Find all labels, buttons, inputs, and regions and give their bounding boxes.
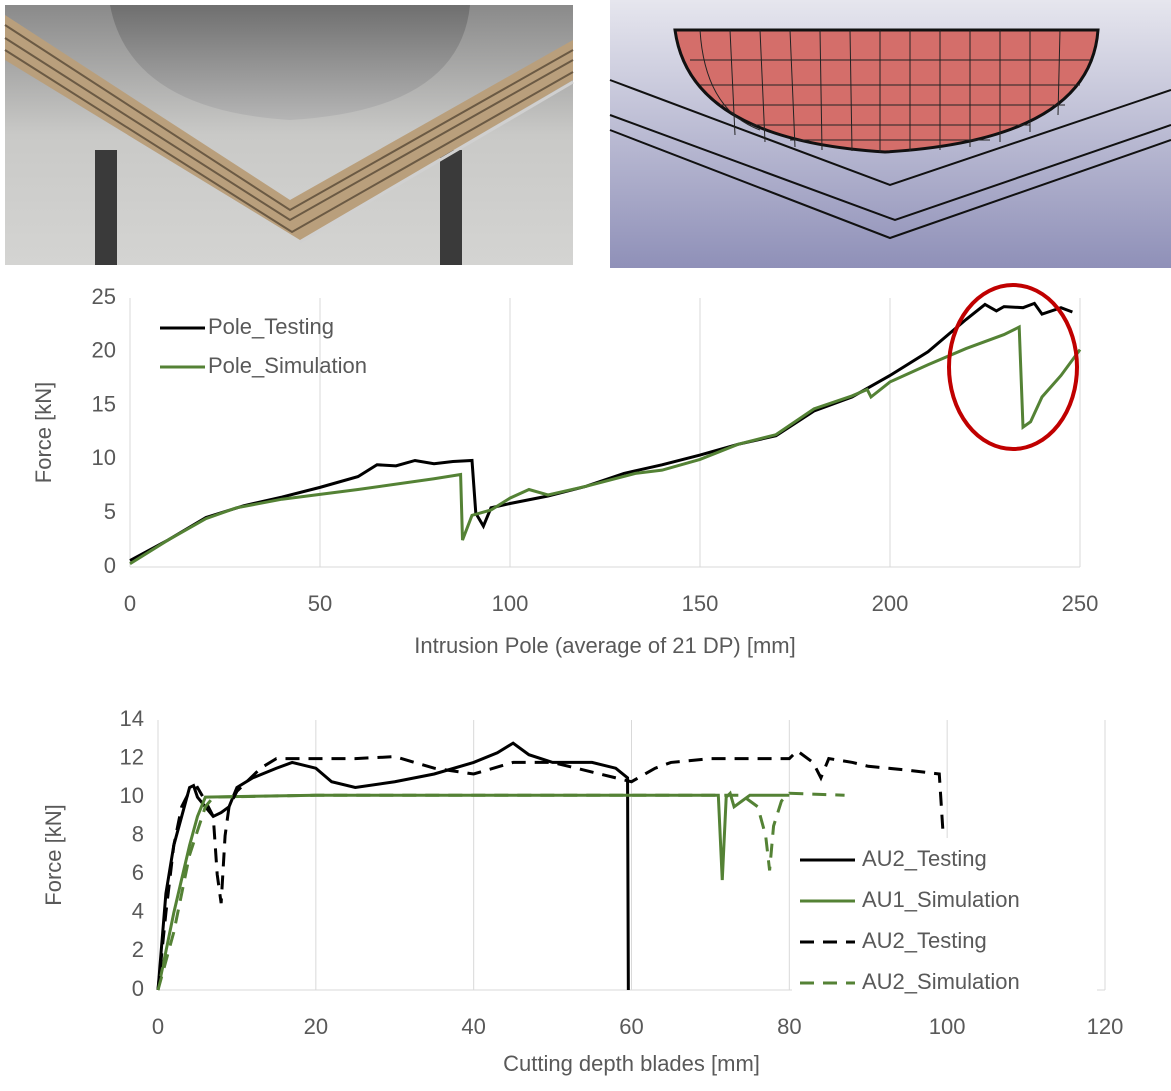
x-tick-label: 0 [152, 1014, 164, 1039]
figure: 0501001502002500510152025Intrusion Pole … [0, 0, 1171, 1086]
force-intrusion-chart: 0 50 100 150 200 250 0 5 10 15 20 25 Intrusion Pole … [31, 284, 1099, 658]
y-tick-label: 20 [92, 338, 116, 363]
x-tick-label: 150 [682, 591, 719, 616]
y-tick-label: 10 [92, 445, 116, 470]
x-tick-label: 120 [1087, 1014, 1124, 1039]
legend-label: AU2_Testing [862, 928, 987, 953]
series-line [158, 793, 845, 990]
y-tick-label: 0 [104, 553, 116, 578]
y-axis-label: Force [kN] [41, 804, 66, 905]
series-line [130, 303, 1072, 560]
series-line [158, 743, 628, 990]
legend-label: AU2_Testing [862, 846, 987, 871]
y-tick-label: 2 [132, 937, 144, 962]
y-tick-label: 14 [120, 706, 144, 731]
y-tick-label: 5 [104, 499, 116, 524]
x-tick-label: 200 [872, 591, 909, 616]
y-tick-label: 4 [132, 899, 144, 924]
y-axis-label: Force [kN] [31, 382, 56, 483]
fe-model [610, 0, 1171, 268]
x-tick-label: 20 [304, 1014, 328, 1039]
highlight-ellipse [949, 285, 1077, 449]
x-tick-label: 100 [929, 1014, 966, 1039]
x-axis-label: Cutting depth blades [mm] [503, 1051, 760, 1076]
x-tick-label: 100 [492, 591, 529, 616]
legend-label: Pole_Testing [208, 314, 334, 339]
x-tick-label: 60 [619, 1014, 643, 1039]
y-tick-label: 15 [92, 391, 116, 416]
legend-label: AU1_Simulation [862, 887, 1020, 912]
x-tick-label: 40 [461, 1014, 485, 1039]
legend-label: Pole_Simulation [208, 353, 367, 378]
legend-label: AU2_Simulation [862, 969, 1020, 994]
y-tick-label: 0 [132, 976, 144, 1001]
photo [5, 5, 573, 265]
x-axis-label: Intrusion Pole (average of 21 DP) [mm] [414, 633, 796, 658]
y-tick-label: 12 [120, 744, 144, 769]
x-tick-label: 80 [777, 1014, 801, 1039]
y-tick-label: 8 [132, 822, 144, 847]
y-tick-label: 25 [92, 284, 116, 309]
y-tick-label: 10 [120, 783, 144, 808]
force-cutting-chart: 0 20 40 60 80 100 120 0 2 4 6 8 10 12 14 Cutting depth … [41, 706, 1124, 1076]
x-tick-label: 0 [124, 591, 136, 616]
x-tick-label: 250 [1062, 591, 1099, 616]
x-tick-label: 50 [308, 591, 332, 616]
y-tick-label: 6 [132, 860, 144, 885]
